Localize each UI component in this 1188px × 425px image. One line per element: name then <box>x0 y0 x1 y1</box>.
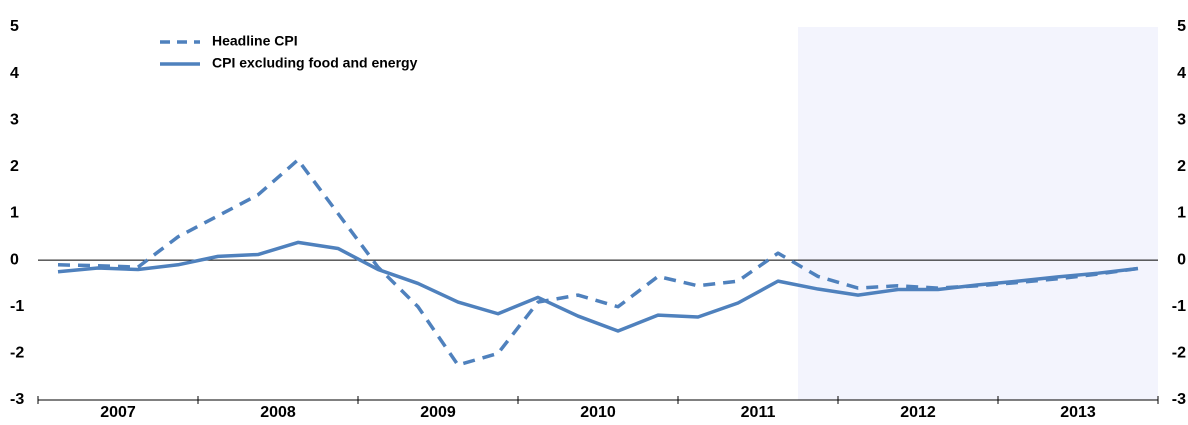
y-tick-label: 4 <box>10 65 19 82</box>
x-tick-label: 2007 <box>100 404 136 421</box>
y2-tick-label: 3 <box>1177 111 1186 128</box>
y2-tick-label: -3 <box>1172 391 1186 408</box>
y-tick-label: 5 <box>10 18 19 35</box>
x-tick-label: 2009 <box>420 404 456 421</box>
y-tick-label: 2 <box>10 158 19 175</box>
y-tick-label: 0 <box>10 251 19 268</box>
legend-label: CPI excluding food and energy <box>212 55 418 71</box>
legend-label: Headline CPI <box>212 33 298 49</box>
x-tick-label: 2011 <box>741 404 776 421</box>
y2-tick-label: -1 <box>1172 298 1186 315</box>
x-tick-label: 2008 <box>260 404 296 421</box>
y-tick-label: -3 <box>10 391 24 408</box>
y-tick-label: -2 <box>10 345 24 362</box>
x-tick-label: 2012 <box>900 404 936 421</box>
y2-tick-label: -2 <box>1172 345 1186 362</box>
y-tick-label: 1 <box>10 205 19 222</box>
y2-tick-label: 1 <box>1177 205 1186 222</box>
projection-shade <box>798 27 1158 400</box>
y-tick-label: 3 <box>10 111 19 128</box>
y2-tick-label: 0 <box>1177 251 1186 268</box>
x-tick-label: 2010 <box>580 404 616 421</box>
y2-tick-label: 2 <box>1177 158 1186 175</box>
y-tick-label: -1 <box>10 298 24 315</box>
y2-tick-label: 4 <box>1177 65 1186 82</box>
x-tick-label: 2013 <box>1060 404 1096 421</box>
series-line <box>57 240 1139 333</box>
y2-tick-label: 5 <box>1177 18 1186 35</box>
